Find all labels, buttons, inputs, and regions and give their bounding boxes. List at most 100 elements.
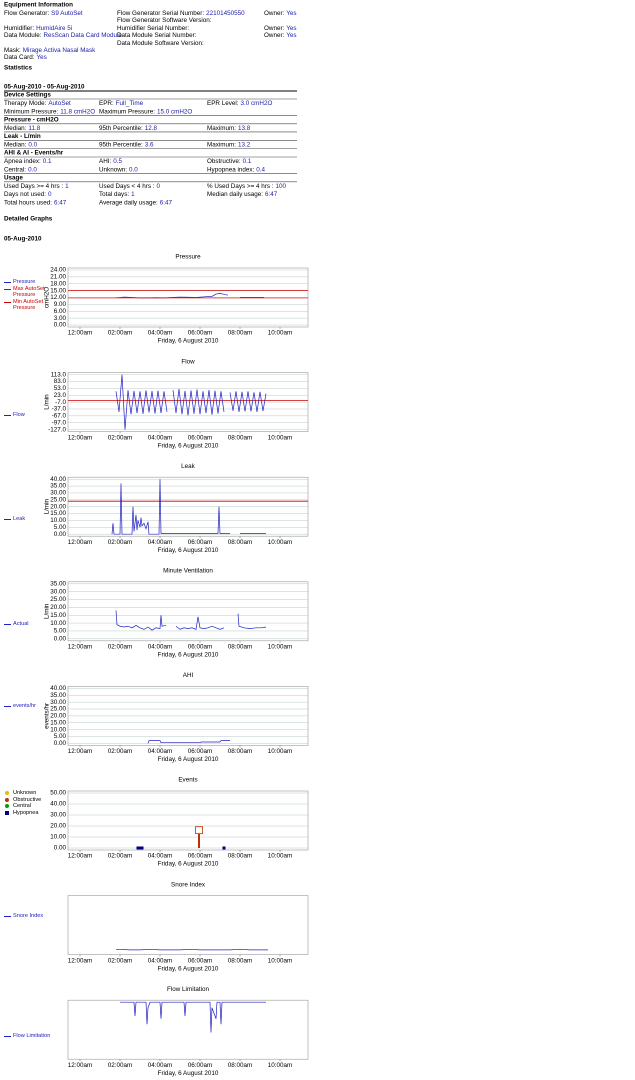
- field-label: Owner:: [264, 10, 285, 17]
- x-tick-label: 06:00am: [188, 853, 213, 860]
- field-value: Full_Time: [116, 100, 144, 107]
- field: Total days: 1: [99, 191, 135, 198]
- field-label: Maximum:: [207, 125, 236, 132]
- legend-entry: Leak: [4, 516, 56, 523]
- x-tick-label: 12:00am: [68, 957, 93, 964]
- x-tick-label: 10:00am: [268, 539, 293, 546]
- x-axis-label: Friday, 6 August 2010: [158, 1070, 219, 1077]
- field-value: 0.1: [243, 158, 252, 165]
- field: Median: 0.0: [4, 141, 38, 148]
- y-tick-label: 10.00: [50, 517, 66, 524]
- legend-symbol: [4, 301, 11, 303]
- section-title: Device Settings: [4, 92, 51, 99]
- legend-symbol: [4, 414, 11, 416]
- field-value: 22101450550: [206, 10, 245, 17]
- series-line: [115, 948, 268, 951]
- field-value: Yes: [286, 32, 296, 39]
- y-tick-label: 6.00: [54, 308, 67, 315]
- field-label: Minimum Pressure:: [4, 108, 58, 115]
- legend: Actual: [4, 621, 56, 628]
- x-tick-label: 08:00am: [228, 1062, 253, 1069]
- field-value: 0.5: [113, 158, 122, 165]
- field-value: 11.8: [28, 125, 40, 132]
- y-tick-label: 53.0: [54, 385, 67, 392]
- x-tick-label: 08:00am: [228, 853, 253, 860]
- y-tick-label: 83.0: [54, 378, 67, 385]
- field-value: 6:47: [54, 199, 67, 206]
- x-tick-label: 02:00am: [108, 330, 133, 337]
- x-tick-label: 06:00am: [188, 957, 213, 964]
- y-tick-label: 18.00: [50, 280, 66, 287]
- field: Data Module Serial Number:: [117, 32, 197, 39]
- field: Maximum: 13.2: [207, 141, 251, 148]
- x-tick-label: 12:00am: [68, 434, 93, 441]
- page-heading: Statistics: [4, 65, 32, 72]
- event-marker: [222, 846, 226, 850]
- field-label: Owner:: [264, 25, 285, 32]
- legend-label: Min AutoSet Pressure: [13, 298, 44, 312]
- field-value: 0.1: [43, 158, 52, 165]
- x-tick-label: 04:00am: [148, 748, 173, 755]
- field-value: Mirage Activa Nasal Mask: [23, 47, 96, 54]
- x-axis-label: Friday, 6 August 2010: [158, 547, 219, 554]
- field: 95th Percentile: 12.8: [99, 125, 158, 132]
- plot-area: [67, 895, 309, 955]
- field: EPR Level: 3.0 cmH2O: [207, 100, 272, 107]
- field-value: 0.0: [28, 141, 37, 148]
- field: Humidifier: HumidAire 5i: [4, 25, 72, 32]
- y-tick-label: 40.00: [50, 476, 66, 483]
- field-value: HumidAire 5i: [36, 25, 72, 32]
- x-tick-label: 10:00am: [268, 957, 293, 964]
- field-value: 0.0: [28, 166, 37, 173]
- x-tick-label: 12:00am: [68, 1062, 93, 1069]
- event-marker: [136, 846, 140, 850]
- x-tick-label: 04:00am: [148, 957, 173, 964]
- field: Average daily usage: 6:47: [99, 199, 172, 206]
- field-label: Obstructive:: [207, 158, 241, 165]
- field-label: 95th Percentile:: [99, 125, 143, 132]
- legend-label: Leak: [13, 516, 26, 523]
- x-tick-label: 10:00am: [268, 853, 293, 860]
- chart-title: AHI: [183, 672, 194, 679]
- field-label: Maximum:: [207, 141, 236, 148]
- x-axis-label: Friday, 6 August 2010: [158, 338, 219, 345]
- y-axis-label: L/min: [44, 603, 51, 619]
- legend-entry: Flow Limitation: [4, 1033, 56, 1040]
- plot-area: [67, 581, 309, 642]
- x-tick-label: 10:00am: [268, 330, 293, 337]
- y-tick-label: 20.00: [50, 604, 66, 611]
- field-label: Mask:: [4, 47, 21, 54]
- field-value: Yes: [286, 25, 296, 32]
- x-tick-label: 08:00am: [228, 539, 253, 546]
- y-tick-label: -97.0: [52, 419, 67, 426]
- x-tick-label: 04:00am: [148, 853, 173, 860]
- field-value: ResScan Data Card Module: [43, 32, 122, 39]
- field-label: Therapy Mode:: [4, 100, 47, 107]
- legend-entry: Min AutoSet Pressure: [4, 299, 56, 312]
- x-tick-label: 04:00am: [148, 330, 173, 337]
- field-value: 11.8 cmH2O: [60, 108, 95, 115]
- legend-symbol: [5, 810, 9, 815]
- graphs-date: 05-Aug-2010: [4, 236, 42, 243]
- y-tick-label: 9.00: [54, 301, 67, 308]
- legend-symbol: [4, 282, 11, 283]
- x-tick-label: 10:00am: [268, 643, 293, 650]
- x-tick-label: 12:00am: [68, 643, 93, 650]
- field-value: 0.0: [129, 166, 138, 173]
- y-tick-label: 0.00: [54, 740, 67, 747]
- x-tick-label: 08:00am: [228, 957, 253, 964]
- x-tick-label: 06:00am: [188, 643, 213, 650]
- field: EPR: Full_Time: [99, 100, 144, 107]
- field-value: 0.4: [256, 166, 265, 173]
- legend: Pressure Max AutoSet Pressure Min AutoSet …: [4, 279, 56, 312]
- y-tick-label: -7.0: [55, 399, 66, 406]
- field-label: AHI:: [99, 158, 111, 165]
- field: Owner: Yes: [264, 32, 297, 39]
- legend-label: Hypopnea: [13, 809, 39, 816]
- legend-entry: Snore Index: [4, 913, 56, 920]
- legend-label: Snore Index: [13, 912, 44, 919]
- y-tick-label: 0.00: [54, 322, 67, 329]
- field-label: Maximum Pressure:: [99, 108, 155, 115]
